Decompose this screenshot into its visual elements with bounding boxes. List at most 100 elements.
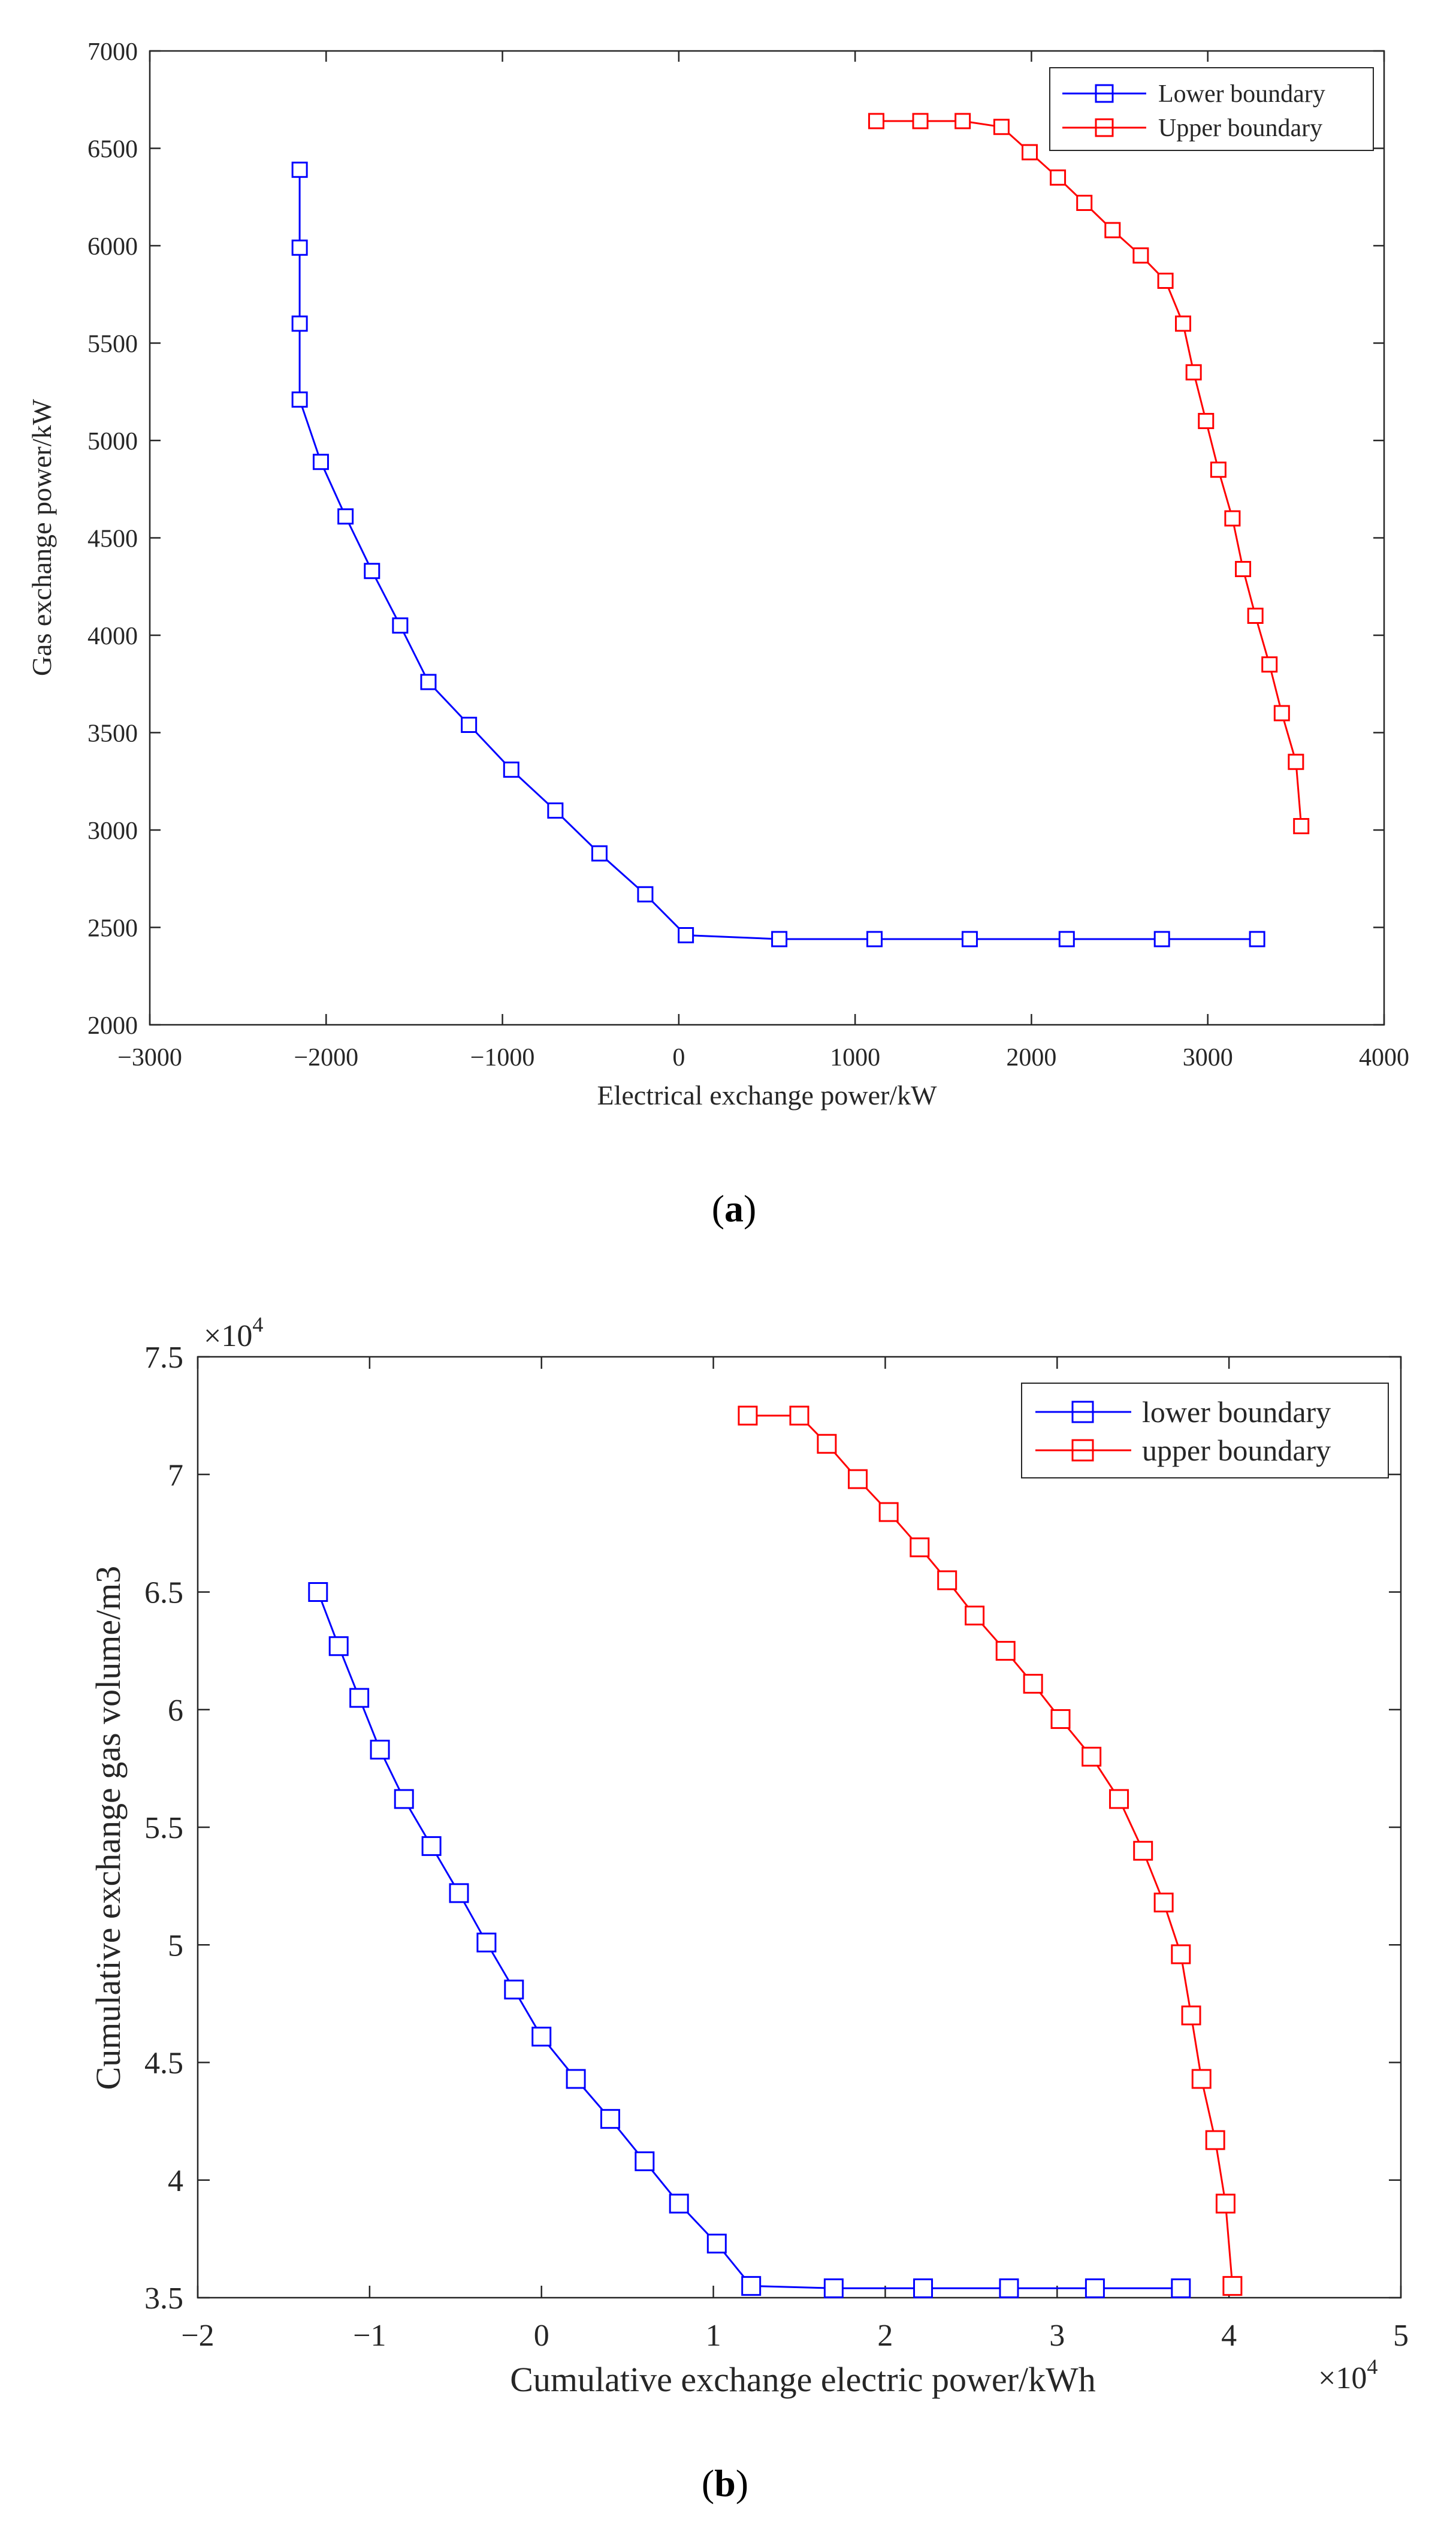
- x-tick-label: 2: [877, 2319, 893, 2353]
- plot-area-b: [197, 1356, 1402, 2299]
- data-point: [1235, 561, 1252, 577]
- data-point: [848, 1469, 868, 1489]
- data-point: [291, 161, 308, 178]
- legend-label-lower-b: lower boundary: [1142, 1395, 1331, 1429]
- legend-a: Lower boundary Upper boundary: [1049, 67, 1374, 151]
- data-point: [421, 1836, 442, 1856]
- x-tick-label: 5: [1393, 2319, 1409, 2353]
- y-tick-label: 2500: [87, 915, 138, 943]
- series-upper-boundary: [868, 113, 1310, 834]
- x-tick-label: −1: [353, 2319, 386, 2353]
- data-point: [637, 886, 654, 903]
- x-tick-label: 3000: [1183, 1044, 1233, 1072]
- data-point: [312, 454, 329, 470]
- y-axis-label-a: Gas exchange power/kW: [26, 399, 57, 676]
- y-tick-label: 7: [168, 1458, 183, 1492]
- x-tick-labels-a: −3000 −2000 −1000 0 1000 2000 3000 4000: [117, 1044, 1409, 1072]
- y-tick-label: 7.5: [144, 1341, 183, 1375]
- data-point: [995, 1641, 1016, 1661]
- data-point: [1247, 608, 1264, 624]
- x-tick-label: −3000: [117, 1044, 182, 1072]
- data-point: [1215, 2193, 1236, 2214]
- data-point: [1191, 2069, 1212, 2089]
- y-multiplier-b: ×104: [204, 1312, 263, 1353]
- x-tick-label: −2000: [294, 1044, 358, 1072]
- data-point: [1171, 1944, 1191, 1964]
- x-multiplier-exp-b: 4: [1367, 2355, 1378, 2379]
- y-multiplier-exp-b: 4: [252, 1312, 263, 1336]
- y-tick-labels-b: 3.5 4 4.5 5 5.5 6 6.5 7 7.5: [144, 1341, 183, 2316]
- legend-b: lower boundary upper boundary: [1021, 1383, 1389, 1478]
- series-group-b: [308, 1405, 1243, 2298]
- y-tick-label: 6.5: [144, 1576, 183, 1610]
- data-point: [1153, 931, 1170, 947]
- data-point: [999, 2278, 1019, 2298]
- legend-box-a: [1049, 67, 1374, 151]
- data-point: [1293, 818, 1310, 834]
- data-point: [476, 1932, 497, 1952]
- data-point: [961, 931, 978, 947]
- data-point: [1185, 364, 1202, 381]
- data-point: [291, 315, 308, 332]
- data-point: [993, 119, 1010, 135]
- x-tick-label: 0: [534, 2319, 549, 2353]
- y-tick-label: 4000: [87, 623, 138, 650]
- data-point: [1181, 2005, 1201, 2026]
- y-tick-label: 4.5: [144, 2047, 183, 2081]
- data-point: [370, 1739, 390, 1760]
- y-tick-label: 7000: [87, 38, 138, 66]
- data-point: [1273, 705, 1290, 722]
- data-point: [420, 674, 437, 690]
- data-point: [1205, 2130, 1225, 2150]
- x-tick-label: 3: [1049, 2319, 1065, 2353]
- legend-label-upper-b: upper boundary: [1142, 1434, 1331, 1467]
- data-point: [291, 391, 308, 408]
- x-axis-label-a: Electrical exchange power/kW: [597, 1080, 937, 1110]
- legend-marker-upper-a: [1095, 118, 1114, 137]
- data-point: [1133, 1840, 1153, 1861]
- y-axis-label-b: Cumulative exchange gas volume/m3: [89, 1566, 128, 2090]
- data-point: [706, 2234, 727, 2254]
- data-point: [337, 508, 354, 525]
- tick-marks-b: [197, 1356, 1402, 2299]
- data-point: [1224, 510, 1241, 527]
- data-point: [1171, 2278, 1191, 2298]
- legend-marker-lower-b: [1071, 1401, 1094, 1423]
- data-point: [866, 931, 883, 947]
- data-point: [591, 845, 608, 862]
- panel-label-a: a: [724, 1187, 744, 1230]
- data-point: [1249, 931, 1265, 947]
- data-point: [823, 2278, 844, 2298]
- x-tick-label: 4000: [1359, 1044, 1409, 1072]
- data-point: [349, 1688, 370, 1708]
- chart-panel-b: −2 −1 0 1 2 3 4 5 3.544.555.566.577.5 ×104 ×104…: [89, 1312, 1409, 2504]
- y-multiplier-base-b: ×10: [204, 1319, 252, 1353]
- data-point: [912, 113, 929, 129]
- data-point: [910, 1537, 930, 1558]
- y-tick-label: 4500: [87, 526, 138, 553]
- data-point: [1222, 2276, 1243, 2296]
- x-tick-label: 4: [1221, 2319, 1237, 2353]
- data-point: [364, 563, 380, 580]
- x-tick-labels-b: −2 −1 0 1 2 3 4 5: [181, 2319, 1409, 2353]
- data-point: [1023, 1674, 1043, 1694]
- x-tick-label: 2000: [1006, 1044, 1056, 1072]
- x-tick-label: −1000: [470, 1044, 535, 1072]
- data-point: [868, 113, 884, 129]
- data-point: [308, 1582, 328, 1602]
- data-point: [817, 1434, 837, 1454]
- data-point: [1198, 413, 1215, 429]
- data-point: [1288, 753, 1304, 770]
- data-point: [1082, 1746, 1102, 1767]
- data-point: [1132, 247, 1149, 264]
- y-tick-label: 5: [168, 1929, 183, 1963]
- panel-caption-b: (b): [702, 2462, 748, 2504]
- data-point: [669, 2193, 689, 2214]
- data-point: [678, 927, 694, 943]
- y-tick-label: 4: [168, 2164, 183, 2198]
- series-lower-boundary: [308, 1582, 1191, 2298]
- data-point: [738, 1405, 758, 1426]
- series-group-a: [291, 113, 1310, 947]
- data-point: [328, 1636, 349, 1656]
